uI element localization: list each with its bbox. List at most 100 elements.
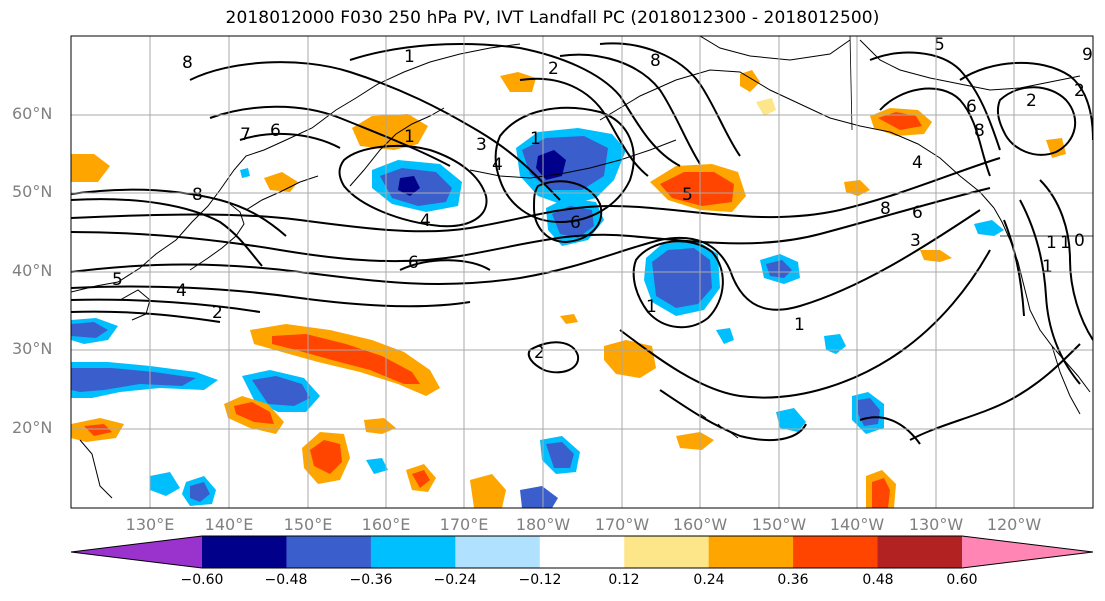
- contour-label: 0: [1074, 231, 1085, 251]
- colorbar-tick-label: −0.24: [433, 572, 477, 588]
- pv-contour: [879, 87, 991, 177]
- graticule: [71, 36, 1093, 508]
- colorbar-bin: [539, 536, 625, 568]
- pv-contour: [909, 343, 1081, 441]
- shade-blob: [364, 418, 396, 434]
- contour-label: 6: [966, 97, 977, 117]
- coastline-alaska-north: [699, 36, 851, 61]
- contour-label: 6: [912, 203, 923, 223]
- contour-label: 6: [408, 253, 419, 273]
- colorbar-bin: [624, 536, 710, 568]
- lat-label: 50°N: [12, 182, 53, 201]
- colorbar-bin: [202, 536, 287, 568]
- lon-label: 150°W: [751, 515, 807, 534]
- contour-label: 4: [176, 281, 187, 301]
- pv-contour: [532, 180, 603, 244]
- pv-contour: [996, 86, 1076, 156]
- contour-label: 4: [492, 155, 503, 175]
- pv-contour: [71, 310, 221, 323]
- pv-contour: [71, 298, 261, 313]
- lon-label: 130°E: [125, 515, 175, 534]
- contour-label: 1: [404, 47, 415, 67]
- shade-blob: [470, 474, 506, 508]
- colorbar-tick-label: 0.48: [862, 572, 894, 588]
- shade-blob: [352, 114, 428, 150]
- coastline-na-west: [993, 207, 1091, 393]
- shade-blob: [716, 328, 734, 344]
- lon-label: 140°W: [829, 515, 885, 534]
- contour-label: 1: [1046, 233, 1057, 253]
- lat-label: 20°N: [12, 418, 53, 437]
- contour-label: 6: [270, 121, 281, 141]
- pv-contours: [71, 42, 1093, 445]
- colorbar-tick-label: 0.60: [946, 572, 978, 588]
- pv-contour: [399, 259, 491, 271]
- coastline-baja: [1051, 345, 1081, 415]
- lat-label: 40°N: [12, 261, 53, 280]
- shade-blob: [84, 424, 112, 436]
- lon-label: 120°W: [986, 515, 1042, 534]
- map-title: 2018012000 F030 250 hPa PV, IVT Landfall…: [225, 8, 880, 28]
- colorbar-outline: [70, 535, 1094, 569]
- shade-blob: [872, 478, 890, 508]
- contour-labels: 1 2 8 8 6 7 8 1 3 4 1 4 6 6 5 4 2 2 1 1 …: [112, 35, 1093, 363]
- lon-label: 150°E: [283, 515, 333, 534]
- colorbar-tick-label: −0.60: [180, 572, 224, 588]
- lon-label: 170°E: [439, 515, 489, 534]
- lon-label: 180°W: [515, 515, 571, 534]
- colorbar-extend-high: [962, 536, 1093, 568]
- pv-contour: [659, 389, 807, 441]
- pv-contour: [869, 51, 1001, 151]
- shade-blob: [776, 408, 806, 432]
- contour-label: 1: [1060, 233, 1071, 253]
- shade-blob: [412, 470, 430, 488]
- colorbar-bin: [370, 536, 456, 568]
- coastlines: [71, 36, 1093, 499]
- contour-label: 8: [880, 199, 891, 219]
- shade-blob: [71, 154, 110, 182]
- contour-label: 2: [1074, 81, 1085, 101]
- coastline-kuril: [245, 175, 319, 211]
- colorbar-tick-label: 0.12: [608, 572, 640, 588]
- contour-label: 1: [1042, 257, 1053, 277]
- pv-contour: [71, 285, 471, 308]
- pv-contour: [71, 188, 287, 237]
- contour-label: 5: [112, 270, 123, 290]
- pv-contour: [859, 416, 921, 445]
- contour-label: 4: [912, 153, 923, 173]
- contour-label: 8: [974, 121, 985, 141]
- colorbar-tick-label: 0.36: [777, 572, 809, 588]
- shade-blob: [71, 368, 196, 392]
- coastline-aleutians: [469, 139, 677, 179]
- map-frame: [70, 35, 1094, 509]
- colorbar-bin: [793, 536, 879, 568]
- lat-label: 30°N: [12, 339, 53, 358]
- shade-blob: [756, 98, 776, 116]
- shade-blob: [500, 72, 536, 92]
- contour-label: 1: [404, 127, 415, 147]
- colorbar-tick-label: 0.24: [693, 572, 725, 588]
- pv-contour: [494, 106, 635, 224]
- pv-contour: [349, 43, 681, 167]
- pv-contour: [1039, 179, 1093, 341]
- border-alaska-canada: [849, 36, 853, 131]
- lon-label: 160°E: [361, 515, 411, 534]
- pv-contour: [527, 341, 580, 374]
- contour-label: 4: [420, 211, 431, 231]
- colorbar-extend-low: [71, 536, 202, 568]
- contour-label: 2: [548, 59, 559, 79]
- pv-contour: [189, 61, 561, 201]
- contour-label: 2: [1026, 91, 1037, 111]
- contour-label: 5: [934, 35, 945, 55]
- lon-label: 130°W: [908, 515, 964, 534]
- shade-blob: [71, 322, 108, 338]
- colorbar-bin: [877, 536, 963, 568]
- shade-blob: [652, 248, 712, 308]
- shade-blob: [366, 458, 388, 474]
- contour-label: 8: [192, 185, 203, 205]
- colorbar-bin: [455, 536, 541, 568]
- shade-blob: [234, 402, 274, 424]
- contour-label: 1: [646, 297, 657, 317]
- contour-label: 9: [1082, 45, 1093, 65]
